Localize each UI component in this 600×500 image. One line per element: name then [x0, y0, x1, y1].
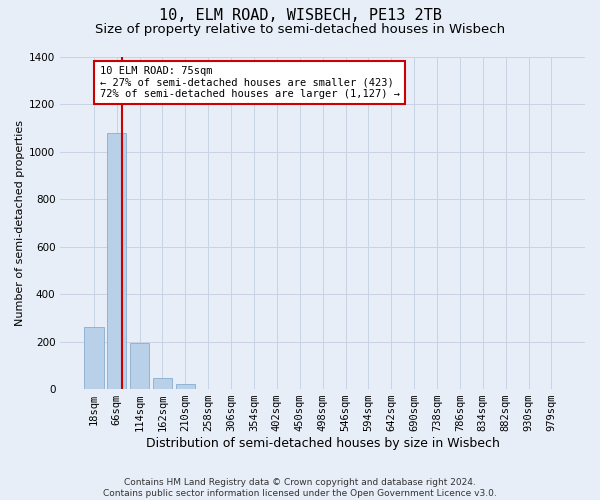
Bar — [153, 378, 172, 389]
Bar — [130, 343, 149, 389]
Bar — [176, 384, 195, 389]
Y-axis label: Number of semi-detached properties: Number of semi-detached properties — [15, 120, 25, 326]
Text: Contains HM Land Registry data © Crown copyright and database right 2024.
Contai: Contains HM Land Registry data © Crown c… — [103, 478, 497, 498]
Text: 10, ELM ROAD, WISBECH, PE13 2TB: 10, ELM ROAD, WISBECH, PE13 2TB — [158, 8, 442, 22]
Text: 10 ELM ROAD: 75sqm
← 27% of semi-detached houses are smaller (423)
72% of semi-d: 10 ELM ROAD: 75sqm ← 27% of semi-detache… — [100, 66, 400, 99]
Bar — [107, 132, 127, 389]
Text: Size of property relative to semi-detached houses in Wisbech: Size of property relative to semi-detach… — [95, 22, 505, 36]
Bar — [84, 328, 104, 389]
X-axis label: Distribution of semi-detached houses by size in Wisbech: Distribution of semi-detached houses by … — [146, 437, 500, 450]
